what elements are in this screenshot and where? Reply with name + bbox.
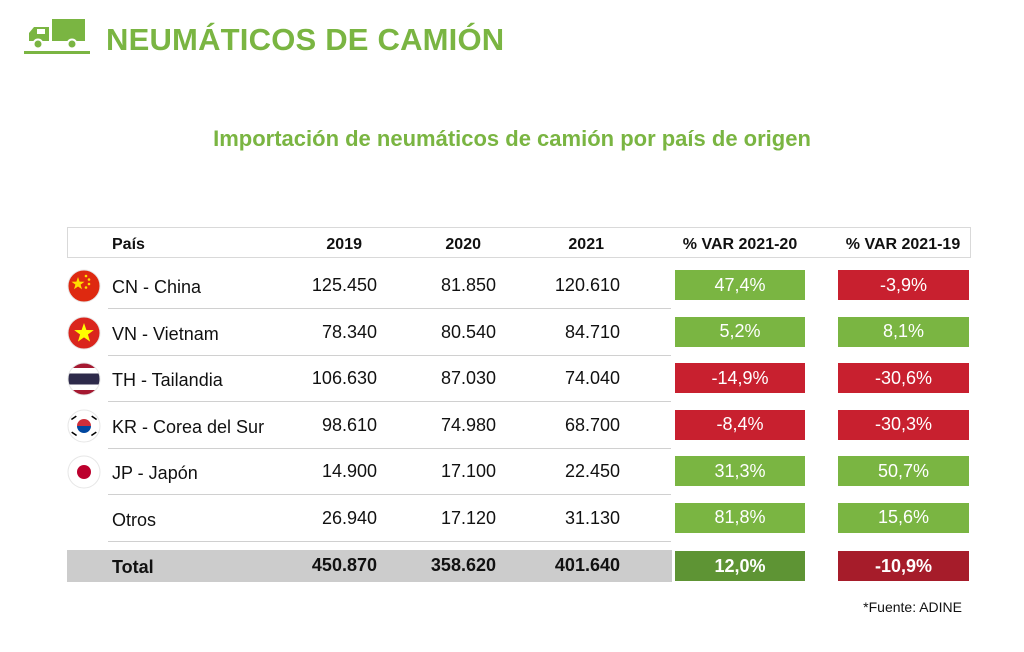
total-var-2021-19-cell: -10,9% bbox=[838, 551, 969, 581]
value-2021: 22.450 bbox=[564, 461, 620, 481]
jp-flag-icon bbox=[67, 455, 101, 489]
header-pais: País bbox=[112, 236, 145, 253]
value-2019: 106.630 bbox=[311, 368, 377, 388]
country-label: VN - Vietnam bbox=[112, 323, 219, 344]
row-divider bbox=[108, 540, 671, 542]
truck-icon bbox=[24, 19, 90, 54]
var-2021-19-cell: -30,3% bbox=[838, 409, 969, 440]
var-2021-19-cell: 8,1% bbox=[838, 316, 969, 347]
var-2021-20-cell: 31,3% bbox=[675, 456, 805, 486]
header-var-2021-20: % VAR 2021-20 bbox=[682, 236, 798, 253]
var-2021-20-cell: 47,4% bbox=[675, 270, 805, 300]
var-2021-19-cell: -30,6% bbox=[838, 363, 969, 393]
header-2019: 2019 bbox=[326, 236, 362, 253]
total-var-2021-20-cell: 12,0% bbox=[675, 551, 805, 581]
value-2020: 81.850 bbox=[440, 275, 496, 295]
kr-flag-icon bbox=[67, 409, 101, 442]
header: NEUMÁTICOS DE CAMIÓN bbox=[24, 16, 724, 60]
value-2021: 84.710 bbox=[564, 321, 620, 342]
var-2021-20-cell: 81,8% bbox=[675, 502, 805, 533]
total-2020: 358.620 bbox=[430, 555, 496, 575]
chart-title: Importación de neumáticos de camión por … bbox=[213, 126, 811, 151]
var-2021-20-cell: 5,2% bbox=[675, 316, 805, 347]
value-2021: 31.130 bbox=[564, 507, 620, 528]
value-2019: 78.340 bbox=[321, 321, 377, 342]
value-2019: 14.900 bbox=[321, 461, 377, 481]
value-2021: 120.610 bbox=[554, 275, 620, 295]
value-2020: 80.540 bbox=[440, 321, 496, 342]
row-divider bbox=[108, 354, 671, 356]
var-2021-20-cell: -14,9% bbox=[675, 363, 805, 393]
country-label: JP - Japón bbox=[112, 463, 198, 483]
value-2020: 17.120 bbox=[440, 507, 496, 528]
header-2021: 2021 bbox=[568, 236, 604, 253]
var-2021-19-cell: 50,7% bbox=[838, 456, 969, 486]
value-2020: 87.030 bbox=[440, 368, 496, 388]
country-label: Otros bbox=[112, 509, 157, 530]
total-label: Total bbox=[112, 557, 154, 577]
cn-flag-icon bbox=[67, 269, 101, 303]
value-2019: 98.610 bbox=[321, 414, 377, 435]
total-2019: 450.870 bbox=[311, 555, 377, 575]
table-header-box bbox=[67, 227, 971, 258]
total-row-band bbox=[67, 550, 672, 582]
var-2021-19-cell: 15,6% bbox=[838, 502, 969, 533]
value-2021: 68.700 bbox=[564, 414, 620, 435]
value-2020: 17.100 bbox=[440, 461, 496, 481]
source-note: *Fuente: ADINE bbox=[863, 599, 962, 615]
row-divider bbox=[108, 494, 671, 495]
header-var-2021-19: % VAR 2021-19 bbox=[845, 236, 961, 253]
header-2020: 2020 bbox=[445, 236, 481, 253]
var-2021-20-cell: -8,4% bbox=[675, 409, 805, 440]
var-2021-19-cell: -3,9% bbox=[838, 270, 969, 300]
value-2019: 125.450 bbox=[311, 275, 377, 295]
vn-flag-icon bbox=[67, 316, 101, 349]
value-2019: 26.940 bbox=[321, 507, 377, 528]
row-divider bbox=[108, 447, 671, 449]
th-flag-icon bbox=[67, 362, 101, 396]
country-label: CN - China bbox=[112, 277, 202, 297]
value-2020: 74.980 bbox=[440, 414, 496, 435]
row-divider bbox=[108, 401, 671, 402]
row-divider bbox=[108, 308, 671, 309]
value-2021: 74.040 bbox=[564, 368, 620, 388]
total-2021: 401.640 bbox=[554, 555, 620, 575]
page-title: NEUMÁTICOS DE CAMIÓN bbox=[106, 22, 505, 57]
country-label: TH - Tailandia bbox=[112, 370, 223, 390]
country-label: KR - Corea del Sur bbox=[112, 416, 265, 437]
